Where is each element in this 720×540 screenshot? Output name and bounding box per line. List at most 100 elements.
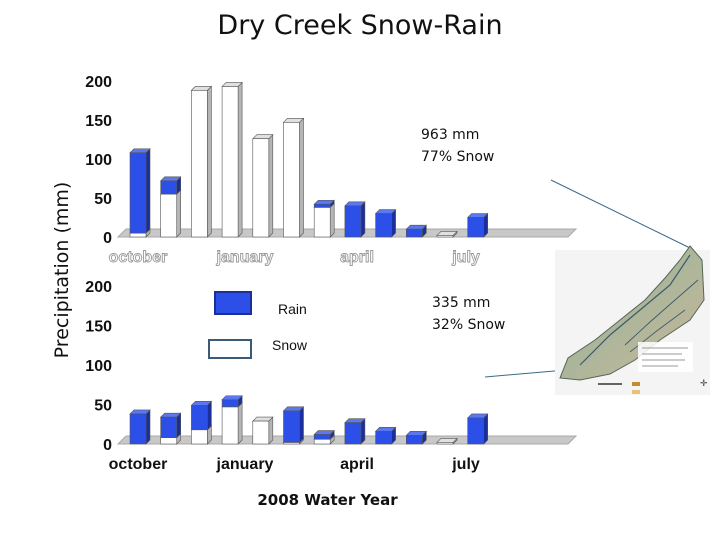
bar-rain-top: [159, 412, 182, 418]
bar-snow-front: [191, 90, 208, 238]
bar-rain: [374, 208, 397, 238]
bar-snow: [436, 230, 458, 238]
annotation-bottom-snow: 32% Snow: [432, 317, 506, 333]
x-tick-label: january: [216, 456, 274, 473]
bar-snow: [252, 133, 274, 238]
chart-title: Dry Creek Snow-Rain: [217, 10, 503, 41]
stream-line: [624, 279, 699, 346]
chart-panel-1: 0 50 100 150 200 october january april july: [85, 74, 578, 266]
bar-rain: [159, 176, 182, 195]
bar-snow-top: [436, 231, 458, 236]
legend-rain-label: Rain: [278, 301, 307, 317]
leader-line-top: [550, 179, 691, 249]
bar-rain: [344, 417, 366, 445]
bar-rain-front: [129, 413, 147, 445]
legend-snow-swatch: [208, 339, 252, 359]
bar-snow-top: [282, 118, 305, 123]
bar-rain-front: [283, 410, 300, 443]
bar-snow: [221, 402, 243, 445]
bar-rain-top: [466, 413, 489, 419]
bar-snow: [159, 189, 182, 238]
bar-snow-top: [436, 438, 458, 443]
bar-rain-top: [313, 430, 335, 435]
bar-snow-front: [221, 86, 239, 238]
y-tick-label: 150: [85, 319, 112, 336]
bar-rain-front: [405, 435, 423, 445]
annotation-bottom: 335 mm 32% Snow: [432, 292, 505, 336]
bar-rain-top: [129, 148, 151, 154]
bar-rain-top: [221, 395, 243, 401]
map-elevation-swatch: [632, 382, 640, 386]
legend-rain-swatch: [214, 291, 252, 315]
bar-rain: [282, 406, 305, 444]
bar-snow: [190, 85, 213, 238]
bar-rain: [313, 429, 335, 440]
y-tick-label: 100: [85, 152, 112, 169]
bar-rain-top: [190, 400, 213, 406]
bar-snow-side: [268, 416, 274, 445]
bar-snow-side: [329, 202, 335, 238]
bar-snow-front: [129, 232, 147, 238]
map-legend-box: [638, 342, 693, 372]
bar-rain-top: [466, 213, 489, 218]
bar-rain-side: [145, 148, 151, 234]
bar-rain-side: [360, 201, 366, 238]
bar-rain-front: [221, 399, 239, 408]
stream-line: [579, 254, 691, 366]
bar-snow-top: [190, 86, 213, 91]
watershed-shape: [559, 245, 705, 381]
bar-snow-front: [221, 406, 239, 445]
chart-panel-2: 0 50 100 150 200 october january april july: [85, 279, 578, 473]
bar-rain: [374, 426, 397, 445]
bar-rain-front: [375, 431, 392, 445]
bar-rain-top: [374, 427, 397, 432]
annotation-top-snow: 77% Snow: [421, 149, 495, 165]
bar-rain: [405, 224, 428, 238]
bar-rain-top: [159, 176, 182, 182]
bar-rain-front: [405, 228, 423, 238]
bar-snow-front: [160, 193, 177, 238]
bar-snow-side: [268, 133, 274, 238]
y-tick-label: 200: [85, 74, 112, 91]
bar-snow-side: [176, 189, 181, 238]
bar-snow-front: [252, 420, 270, 445]
bar-rain: [221, 395, 243, 408]
bar-snow-front: [191, 429, 208, 445]
bar-rain: [466, 413, 489, 445]
y-tick-label: 0: [103, 230, 112, 247]
bar-snow-front: [436, 235, 454, 238]
bar-snow: [282, 117, 305, 238]
x-tick-label: july: [451, 456, 480, 473]
bar-snow-side: [299, 117, 304, 238]
bar-rain-side: [299, 406, 304, 444]
legend-snow-label: Snow: [272, 337, 308, 353]
leader-line-bottom: [484, 369, 567, 378]
bar-rain: [313, 199, 335, 209]
bar-rain-front: [129, 152, 147, 234]
x-tick-label: april: [340, 249, 374, 266]
annotation-top-total: 963 mm: [421, 127, 480, 143]
bar-rain-top: [405, 224, 428, 230]
bar-rain-front: [160, 416, 177, 438]
bar-snow-top: [252, 134, 274, 140]
bar-rain-front: [344, 205, 362, 238]
bar-snow: [313, 202, 335, 238]
bar-snow-top: [221, 82, 243, 87]
x-tick-label: october: [109, 456, 168, 473]
bar-rain-front: [313, 434, 331, 440]
bar-rain: [344, 201, 366, 238]
bar-rain-side: [145, 409, 151, 445]
y-tick-label: 100: [85, 358, 112, 375]
watershed-map-image: ✛: [555, 245, 710, 395]
bar-rain-front: [313, 203, 331, 208]
bar-rain-front: [344, 422, 362, 445]
bar-rain-top: [313, 199, 335, 205]
bar-rain-top: [129, 409, 151, 415]
x-axis-caption: 2008 Water Year: [257, 491, 398, 509]
y-tick-label: 0: [103, 437, 112, 454]
bar-rain: [129, 409, 151, 445]
bar-rain: [129, 148, 151, 234]
x-tick-label: april: [340, 456, 374, 473]
bar-snow-top: [252, 416, 274, 422]
bar-snow-front: [313, 207, 331, 238]
